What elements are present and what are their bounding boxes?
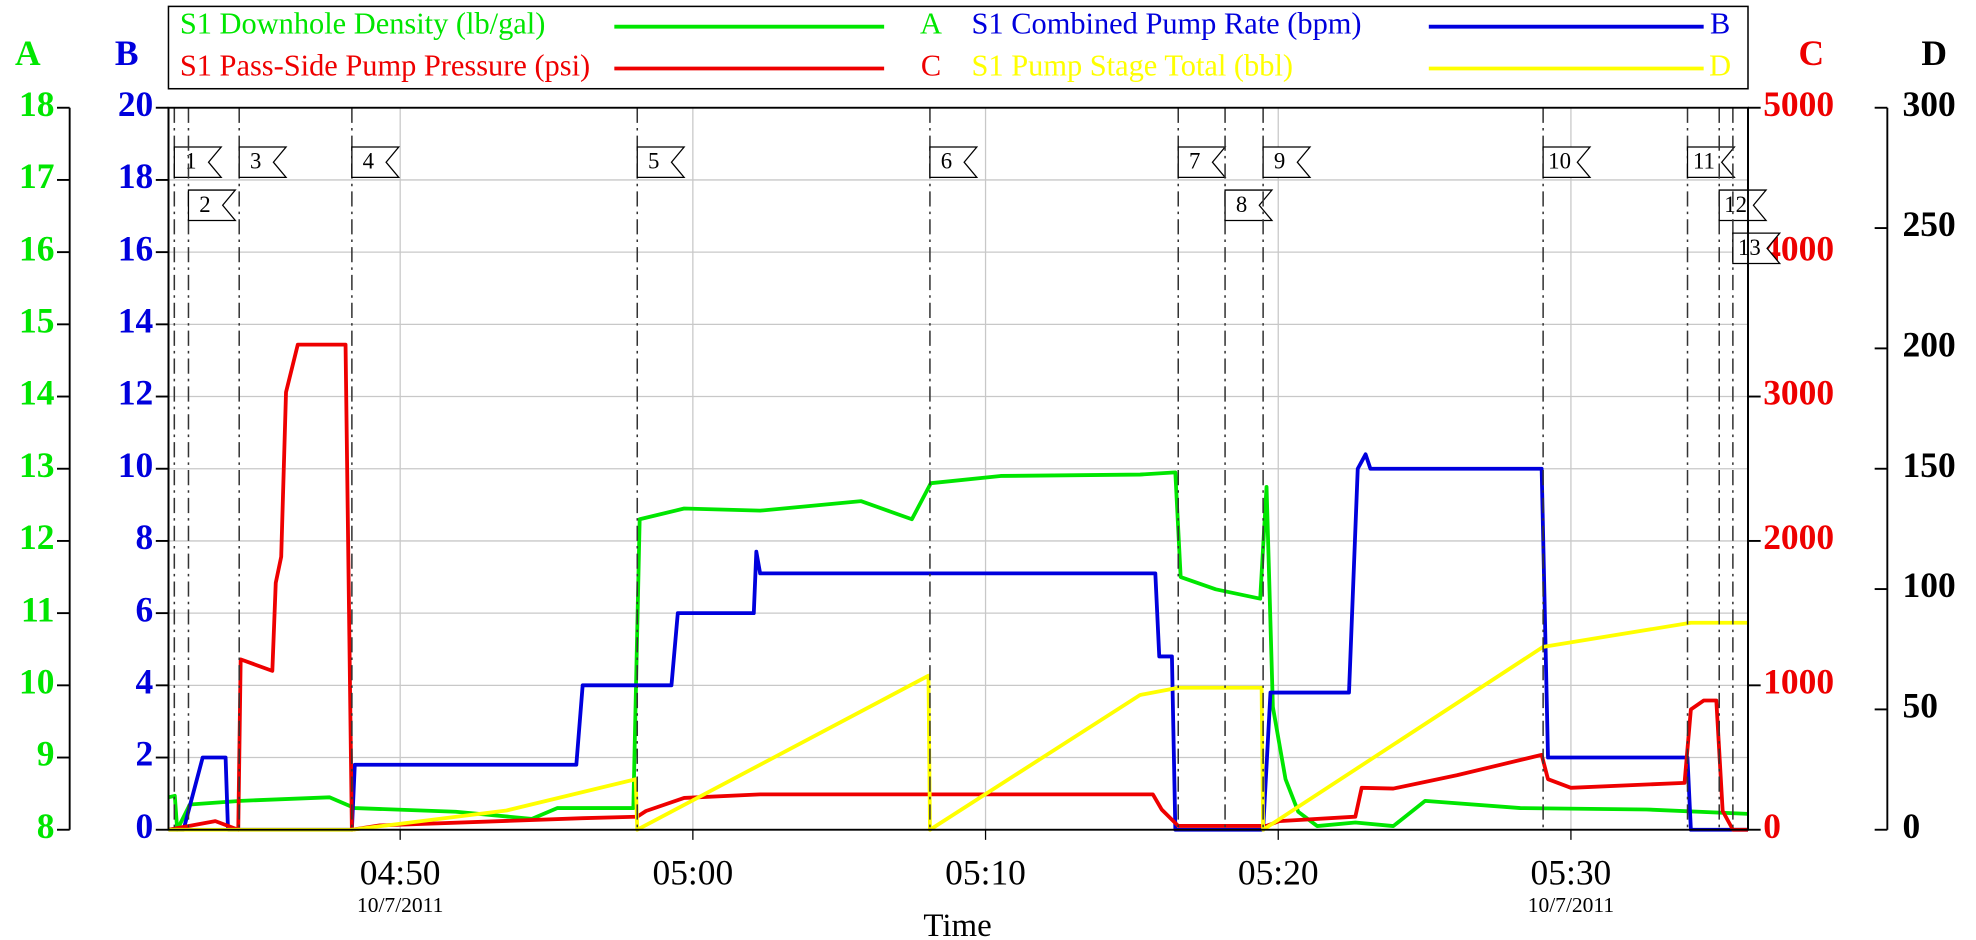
y-tick-label: 14 — [19, 373, 55, 413]
x-tick-label: 04:50 — [360, 853, 441, 893]
legend-label: S1 Pass-Side Pump Pressure (psi) — [180, 48, 590, 82]
event-label: 4 — [363, 149, 375, 174]
x-tick-label: 05:10 — [945, 853, 1026, 893]
x-tick-label: 05:20 — [1238, 853, 1319, 893]
legend-axis-letter: D — [1709, 48, 1731, 82]
y-tick-label: 1000 — [1763, 661, 1834, 701]
y-tick-label: 8 — [37, 806, 55, 846]
legend-label: S1 Combined Pump Rate (bpm) — [972, 7, 1362, 41]
legend-label: S1 Downhole Density (lb/gal) — [180, 7, 546, 41]
event-flag — [1177, 146, 1227, 179]
y-tick-label: 18 — [19, 84, 54, 124]
event-label: 11 — [1693, 149, 1715, 174]
x-tick-date: 10/7/2011 — [1528, 893, 1614, 917]
y-tick-label: 14 — [118, 300, 154, 340]
y-tick-label: 2000 — [1763, 517, 1834, 557]
y-tick-label: 100 — [1903, 565, 1956, 605]
event-label: 6 — [941, 149, 952, 174]
event-flag — [1542, 146, 1592, 179]
y-tick-label: 300 — [1903, 84, 1956, 124]
event-label: 2 — [199, 192, 210, 217]
event-label: 1 — [185, 149, 196, 174]
y-tick-label: 0 — [1903, 806, 1921, 846]
event-flag — [929, 146, 979, 179]
event-label: 10 — [1548, 149, 1571, 174]
event-flag — [1686, 146, 1736, 179]
legend-axis-letter: C — [921, 48, 941, 82]
event-flag — [636, 146, 686, 179]
y-axis-title: D — [1921, 33, 1947, 73]
x-axis-label: Time — [923, 908, 991, 940]
event-label: 9 — [1274, 149, 1285, 174]
event-label: 5 — [648, 149, 659, 174]
event-flag — [1718, 189, 1768, 222]
event-flag — [1262, 146, 1312, 179]
event-label: 13 — [1738, 235, 1761, 260]
y-tick-label: 200 — [1903, 325, 1956, 365]
x-tick-label: 05:30 — [1531, 853, 1612, 893]
y-tick-label: 5000 — [1763, 84, 1834, 124]
event-label: 12 — [1724, 192, 1747, 217]
y-tick-label: 250 — [1903, 204, 1956, 244]
y-tick-label: 2 — [136, 734, 154, 774]
y-tick-label: 4 — [136, 661, 154, 701]
y-tick-label: 12 — [19, 517, 54, 557]
y-tick-label: 11 — [21, 589, 55, 629]
x-tick-label: 05:00 — [652, 853, 733, 893]
y-tick-label: 9 — [37, 734, 55, 774]
legend-label: S1 Pump Stage Total (bbl) — [972, 48, 1293, 82]
series-line — [168, 470, 1749, 832]
y-tick-label: 20 — [118, 84, 153, 124]
y-tick-label: 0 — [136, 806, 154, 846]
y-tick-label: 18 — [118, 156, 153, 196]
event-flag — [1732, 232, 1782, 265]
event-flag — [238, 146, 288, 179]
y-axis-title: A — [15, 33, 41, 73]
x-tick-date: 10/7/2011 — [357, 893, 443, 917]
y-axis-title: B — [115, 33, 139, 73]
y-tick-label: 12 — [118, 373, 153, 413]
y-tick-label: 8 — [136, 517, 154, 557]
event-flag — [173, 146, 223, 179]
plot-border — [167, 106, 1749, 831]
event-flag — [187, 189, 237, 222]
event-label: 7 — [1189, 149, 1200, 174]
series-line — [168, 342, 1748, 832]
y-tick-label: 6 — [136, 589, 154, 629]
y-tick-label: 3000 — [1763, 373, 1834, 413]
event-label: 8 — [1236, 192, 1247, 217]
legend-box — [167, 5, 1749, 90]
event-flag — [1224, 189, 1274, 222]
y-tick-label: 13 — [19, 445, 54, 485]
y-axis-title: C — [1799, 33, 1825, 73]
y-tick-label: 15 — [19, 300, 54, 340]
y-tick-label: 0 — [1763, 806, 1781, 846]
y-tick-label: 17 — [19, 156, 54, 196]
y-tick-label: 150 — [1903, 445, 1956, 485]
series-line — [168, 620, 1748, 832]
legend-axis-letter: B — [1710, 7, 1730, 41]
y-tick-label: 10 — [19, 661, 54, 701]
y-tick-label: 10 — [118, 445, 153, 485]
y-tick-label: 16 — [19, 228, 54, 268]
event-flag — [351, 146, 401, 179]
y-tick-label: 50 — [1903, 686, 1938, 726]
event-label: 3 — [250, 149, 261, 174]
legend-axis-letter: A — [920, 7, 942, 41]
y-tick-label: 16 — [118, 228, 153, 268]
